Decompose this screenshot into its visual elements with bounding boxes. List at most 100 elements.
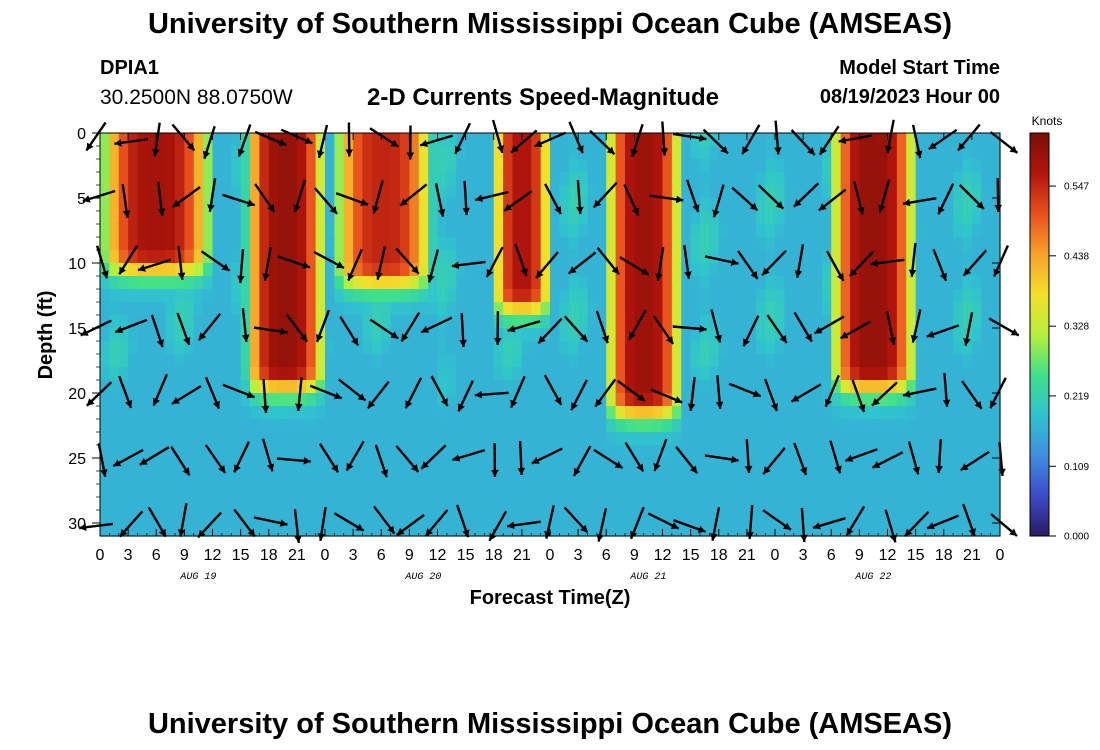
heatmap-cell [821, 172, 832, 186]
heatmap-cell [212, 133, 223, 147]
heatmap-cell [596, 315, 607, 329]
heatmap-cell [653, 523, 664, 537]
heatmap-cell [343, 484, 354, 498]
heatmap-cell [878, 393, 889, 407]
heatmap-cell [306, 471, 317, 485]
heatmap-cell [390, 510, 401, 524]
heatmap-cell [625, 510, 635, 524]
heatmap-cell [475, 432, 485, 446]
heatmap-cell [221, 510, 232, 524]
heatmap-cell [840, 523, 851, 537]
heatmap-cell [268, 484, 279, 498]
heatmap-cell [587, 341, 598, 355]
y-tick-label: 0 [77, 126, 86, 143]
heatmap-cell [156, 419, 167, 433]
heatmap-cell [868, 432, 879, 446]
heatmap-cell [812, 328, 823, 342]
heatmap-cell [315, 172, 326, 186]
heatmap-cell [943, 497, 954, 511]
heatmap-cell [390, 302, 401, 316]
heatmap-cell [934, 393, 945, 407]
heatmap-cell [475, 224, 485, 238]
heatmap-cell [437, 367, 448, 381]
heatmap-cell [550, 172, 560, 186]
heatmap-cell [137, 211, 148, 225]
date-label: AUG 20 [404, 572, 441, 583]
heatmap-cell [390, 315, 401, 329]
heatmap-cell [240, 510, 251, 524]
heatmap-cell [990, 302, 1001, 316]
heatmap-cell [850, 393, 860, 407]
heatmap-cell [100, 406, 110, 420]
heatmap-cell [662, 250, 673, 264]
current-arrow [649, 194, 684, 204]
heatmap-cell [221, 289, 232, 303]
heatmap-cell [325, 354, 335, 368]
heatmap-cell [512, 172, 523, 186]
heatmap-cell [231, 185, 242, 199]
heatmap-cell [606, 406, 617, 420]
heatmap-cell [334, 432, 345, 446]
heatmap-cell [503, 289, 514, 303]
current-arrow [121, 184, 131, 218]
heatmap-cell [756, 354, 767, 368]
heatmap-cell [428, 367, 439, 381]
heatmap-cell [531, 133, 542, 147]
heatmap-cell [756, 315, 767, 329]
heatmap-cell [765, 263, 776, 277]
heatmap-cell [156, 341, 167, 355]
heatmap-cell [653, 198, 664, 212]
heatmap-cell [465, 432, 476, 446]
heatmap-cell [718, 367, 729, 381]
heatmap-cell [840, 250, 851, 264]
heatmap-cell [343, 432, 354, 446]
heatmap-cell [212, 315, 223, 329]
heatmap-cell [981, 523, 992, 537]
heatmap-cell [259, 185, 270, 199]
heatmap-cell [981, 237, 992, 251]
heatmap-cell [475, 289, 485, 303]
heatmap-cell [428, 250, 439, 264]
heatmap-cell [634, 484, 645, 498]
heatmap-cell [662, 341, 673, 355]
heatmap-cell [465, 419, 476, 433]
heatmap-cell [409, 393, 420, 407]
heatmap-cell [831, 354, 842, 368]
heatmap-cell [287, 406, 298, 420]
heatmap-cell [887, 315, 898, 329]
heatmap-cell [184, 497, 195, 511]
heatmap-cell [925, 393, 935, 407]
heatmap-cell [700, 328, 710, 342]
heatmap-cell [981, 341, 992, 355]
heatmap-cell [953, 497, 964, 511]
heatmap-cell [400, 484, 410, 498]
y-tick-label: 30 [68, 516, 86, 533]
heatmap-cell [550, 406, 560, 420]
heatmap-cell [306, 315, 317, 329]
heatmap-cell [634, 146, 645, 160]
current-arrow [404, 377, 423, 409]
heatmap-cell [896, 393, 907, 407]
current-arrow [369, 127, 400, 148]
heatmap-cell [625, 133, 635, 147]
current-arrow [509, 375, 526, 409]
heatmap-cell [803, 406, 814, 420]
heatmap-cell [175, 133, 185, 147]
heatmap-cell [971, 510, 982, 524]
heatmap-cell [100, 276, 110, 290]
heatmap-cell [925, 211, 935, 225]
heatmap-cell [821, 159, 832, 173]
heatmap-cell [100, 237, 110, 251]
heatmap-cell [559, 276, 570, 290]
heatmap-cell [109, 172, 120, 186]
heatmap-cell [428, 458, 439, 472]
heatmap-cell [615, 497, 626, 511]
heatmap-cell [662, 224, 673, 238]
heatmap-cell [175, 211, 185, 225]
heatmap-cell [850, 133, 860, 147]
heatmap-cell [137, 341, 148, 355]
heatmap-cell [671, 354, 682, 368]
heatmap-cell [484, 198, 495, 212]
heatmap-cell [109, 315, 120, 329]
heatmap-cell [756, 211, 767, 225]
